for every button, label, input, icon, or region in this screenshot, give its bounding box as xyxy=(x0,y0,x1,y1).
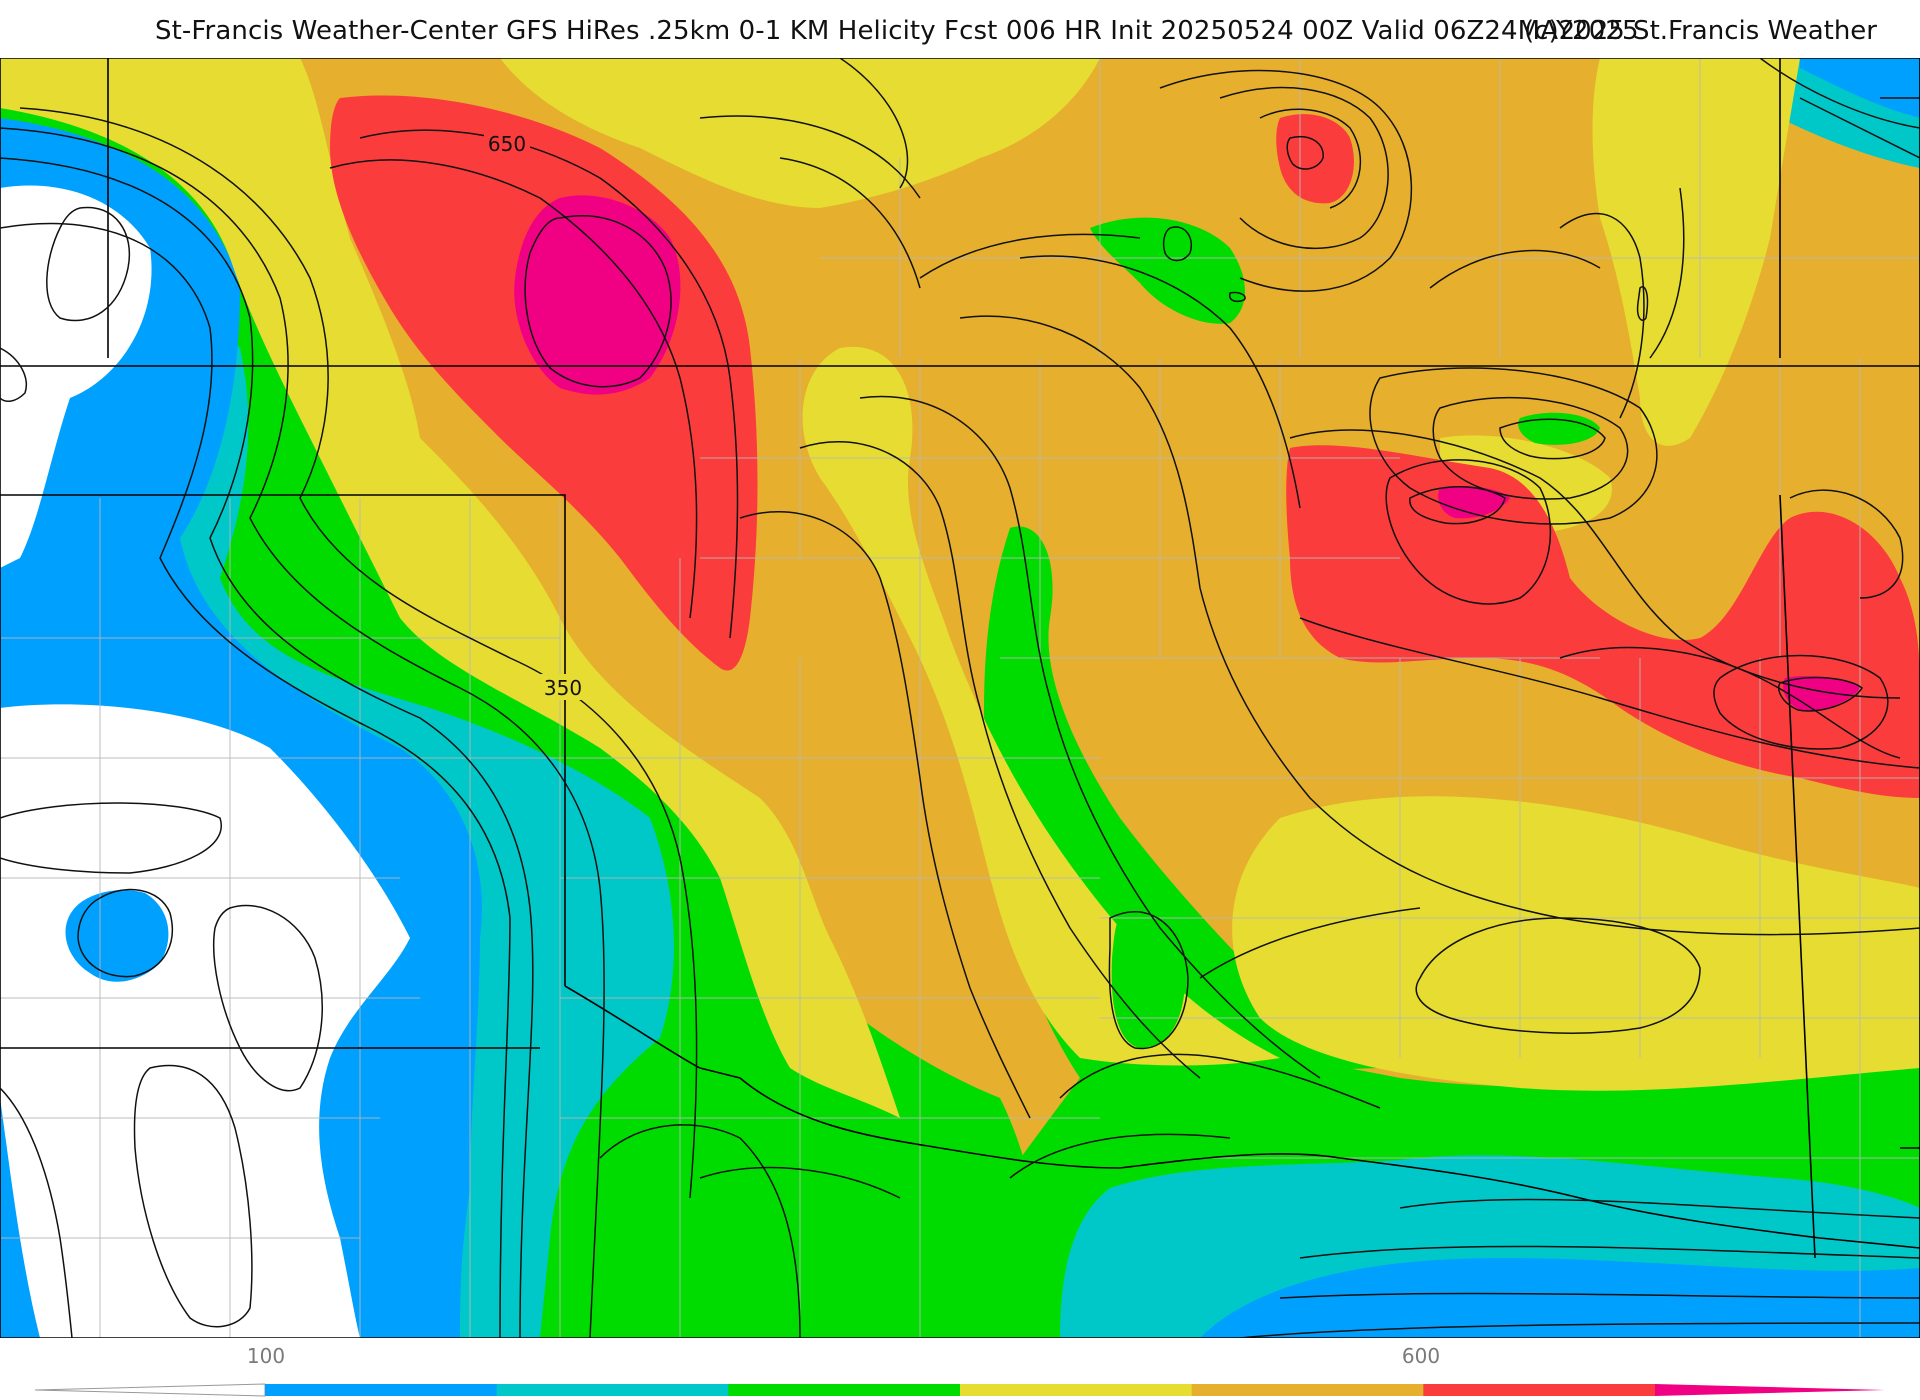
legend-band xyxy=(960,1384,1193,1396)
color-legend: 100 600 xyxy=(0,1338,1920,1400)
yellow-region-northeast xyxy=(1592,58,1800,446)
helicity-contours xyxy=(0,58,1920,1338)
map-credit: (c)2025 St.Francis Weather xyxy=(1524,16,1877,46)
legend-band xyxy=(265,1384,498,1396)
white-region-southwest xyxy=(0,704,410,1338)
color-legend-bar xyxy=(34,1383,1885,1397)
legend-band xyxy=(1191,1384,1424,1396)
legend-tick-600: 600 xyxy=(1401,1344,1441,1368)
legend-band xyxy=(496,1384,729,1396)
helicity-map: 650 350 xyxy=(0,58,1920,1338)
contour-label-650-bg xyxy=(484,130,530,156)
helicity-map-canvas: 650 350 xyxy=(0,58,1920,1338)
blue-spot-southwest xyxy=(65,890,169,982)
legend-tick-100: 100 xyxy=(246,1344,286,1368)
magenta-core-east xyxy=(1438,486,1510,519)
legend-band-below xyxy=(34,1383,266,1397)
yellow-region-central xyxy=(802,346,1280,1066)
map-title: St-Francis Weather-Center GFS HiRes .25k… xyxy=(155,16,1639,46)
magenta-core-northwest xyxy=(514,195,681,395)
blue-region-northeast xyxy=(1800,58,1920,118)
legend-band-above xyxy=(1655,1384,1885,1396)
yellow-region-southeast xyxy=(1232,796,1920,1091)
contour-label-350: 350 xyxy=(544,676,582,700)
green-pocket-north xyxy=(1090,217,1245,324)
white-region-northwest xyxy=(0,185,152,568)
title-bar: St-Francis Weather-Center GFS HiRes .25k… xyxy=(0,0,1920,58)
green-pocket-southcentral xyxy=(1111,916,1185,1048)
blue-region-southeast xyxy=(1200,1258,1920,1338)
legend-bands xyxy=(34,1383,1885,1397)
legend-band xyxy=(1423,1384,1656,1396)
contour-label-650: 650 xyxy=(488,132,526,156)
red-region-east xyxy=(1286,445,1920,798)
county-lines xyxy=(0,58,1920,1338)
contour-label-350-bg xyxy=(540,674,586,700)
green-pocket-east xyxy=(1518,412,1600,445)
contour-label-group: 650 350 xyxy=(484,130,586,700)
yellow-region-north xyxy=(500,58,1100,208)
legend-band xyxy=(728,1384,961,1396)
yellow-region-west xyxy=(0,58,900,1118)
